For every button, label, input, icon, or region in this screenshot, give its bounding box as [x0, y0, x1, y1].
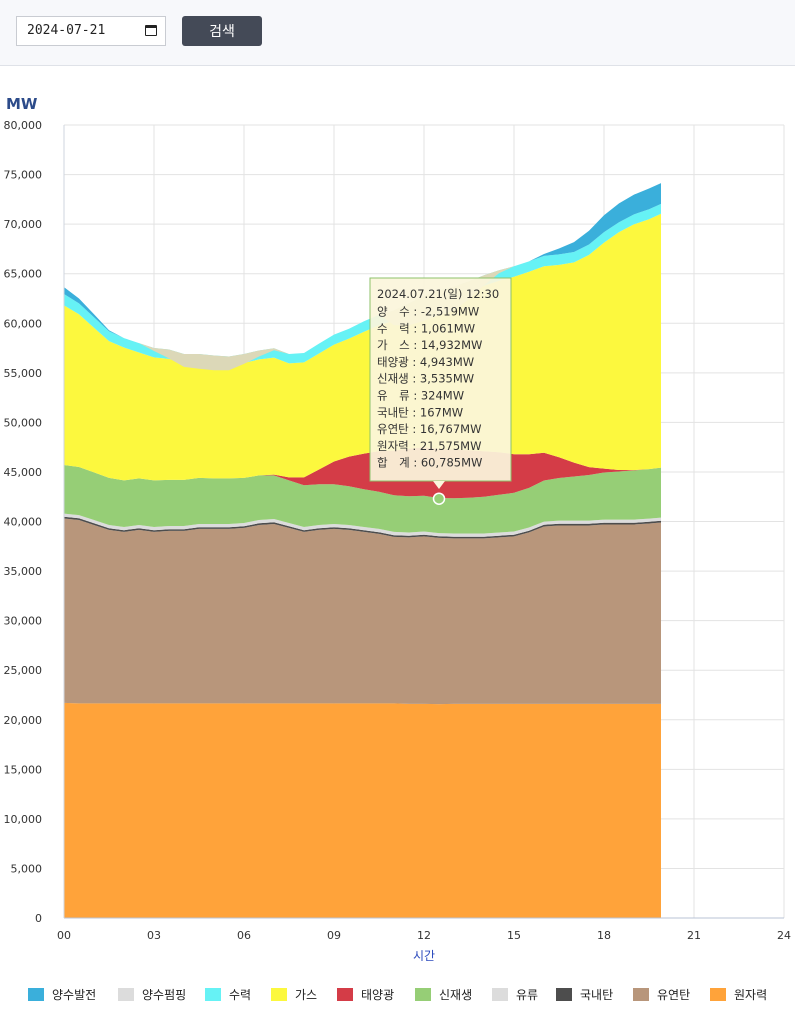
- legend-swatch: [492, 987, 508, 1001]
- legend-label: 양수발전: [52, 987, 97, 1002]
- tooltip-line: 가 스 : 14,932MW: [377, 338, 482, 352]
- x-tick-label: 24: [777, 929, 791, 942]
- date-input[interactable]: 2024-07-21: [16, 16, 166, 46]
- y-tick-label: 65,000: [4, 268, 43, 281]
- y-tick-label: 50,000: [4, 416, 43, 429]
- legend-label: 유연탄: [657, 987, 691, 1002]
- tooltip-line: 원자력 : 21,575MW: [377, 439, 481, 453]
- y-tick-label: 40,000: [4, 516, 43, 529]
- y-tick-label: 20,000: [4, 714, 43, 727]
- tooltip-line: 합 계 : 60,785MW: [377, 456, 482, 470]
- area-원자력: [64, 702, 661, 918]
- y-tick-label: 10,000: [4, 813, 43, 826]
- legend-swatch: [28, 987, 44, 1001]
- legend-swatch: [118, 987, 134, 1001]
- legend-item[interactable]: 가스: [271, 984, 317, 1004]
- x-tick-label: 06: [237, 929, 251, 942]
- legend-label: 유류: [516, 987, 539, 1002]
- legend-label: 태양광: [361, 987, 395, 1002]
- legend-item[interactable]: 유류: [492, 984, 538, 1004]
- legend-swatch: [337, 987, 353, 1001]
- legend-item[interactable]: 원자력: [710, 984, 767, 1004]
- tooltip-line: 유 류 : 324MW: [377, 389, 464, 403]
- area-가스: [64, 213, 661, 481]
- legend-swatch: [633, 987, 649, 1001]
- x-axis-title: 시간: [413, 949, 435, 963]
- legend-label: 수력: [229, 987, 252, 1002]
- x-tick-label: 15: [507, 929, 521, 942]
- tooltip-point-marker: [432, 492, 446, 505]
- legend-label: 원자력: [734, 987, 768, 1002]
- y-tick-label: 5,000: [11, 862, 43, 875]
- x-tick-label: 18: [597, 929, 611, 942]
- x-tick-label: 12: [417, 929, 431, 942]
- y-tick-label: 60,000: [4, 317, 43, 330]
- chart-legend: 양수발전 양수펌핑 수력 가스 태양광 신재생 유류 국내탄 유연탄 원자력: [0, 984, 795, 1004]
- legend-swatch: [205, 987, 221, 1001]
- legend-swatch: [710, 987, 726, 1001]
- calendar-icon[interactable]: [145, 25, 157, 36]
- tooltip-line: 신재생 : 3,535MW: [377, 372, 474, 386]
- tooltip-line: 양 수 : -2,519MW: [377, 305, 479, 319]
- y-tick-label: 80,000: [4, 119, 43, 132]
- y-tick-label: 30,000: [4, 615, 43, 628]
- legend-item[interactable]: 국내탄: [556, 984, 613, 1004]
- x-tick-label: 03: [147, 929, 161, 942]
- y-tick-label: 25,000: [4, 664, 43, 677]
- search-bar: 2024-07-21 검색: [0, 0, 795, 66]
- legend-label: 신재생: [439, 987, 473, 1002]
- area-태양광: [64, 447, 661, 499]
- legend-swatch: [415, 987, 431, 1001]
- generation-area-chart: 0 5,000 10,000 15,000 20,000 25,000 30,000 35,0…: [4, 119, 792, 963]
- legend-item[interactable]: 태양광: [337, 984, 394, 1004]
- y-tick-label: 45,000: [4, 466, 43, 479]
- legend-item[interactable]: 양수발전: [28, 984, 96, 1004]
- y-tick-label: 70,000: [4, 218, 43, 231]
- legend-swatch: [271, 987, 287, 1001]
- tooltip-line: 유연탄 : 16,767MW: [377, 422, 481, 436]
- tooltip-line: 수 력 : 1,061MW: [377, 321, 475, 335]
- tooltip-title: 2024.07.21(일) 12:30: [377, 287, 499, 301]
- legend-swatch: [556, 987, 572, 1001]
- y-tick-label: 75,000: [4, 169, 43, 182]
- y-axis-unit-label: MW: [6, 95, 38, 113]
- search-button[interactable]: 검색: [182, 16, 262, 46]
- legend-item[interactable]: 유연탄: [633, 984, 690, 1004]
- legend-label: 가스: [295, 987, 318, 1002]
- y-tick-label: 15,000: [4, 763, 43, 776]
- area-유류: [64, 513, 661, 537]
- legend-item[interactable]: 신재생: [415, 984, 472, 1004]
- legend-item[interactable]: 수력: [205, 984, 251, 1004]
- y-tick-label: 0: [35, 912, 42, 925]
- x-tick-label: 21: [687, 929, 701, 942]
- legend-label: 양수펌핑: [142, 987, 187, 1002]
- area-유연탄: [64, 518, 661, 705]
- area-신재생: [64, 465, 661, 534]
- tooltip-line: 국내탄 : 167MW: [377, 405, 463, 419]
- y-tick-label: 55,000: [4, 367, 43, 380]
- date-value: 2024-07-21: [27, 23, 106, 38]
- x-tick-label: 09: [327, 929, 341, 942]
- tooltip-line: 태양광 : 4,943MW: [377, 355, 474, 369]
- legend-label: 국내탄: [580, 987, 614, 1002]
- y-tick-label: 35,000: [4, 565, 43, 578]
- legend-item[interactable]: 양수펌핑: [118, 984, 186, 1004]
- x-tick-label: 00: [57, 929, 71, 942]
- tooltip-pointer: [433, 481, 445, 489]
